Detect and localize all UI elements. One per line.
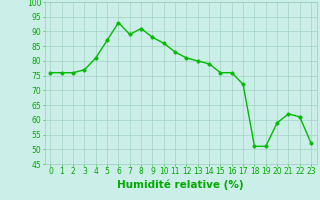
X-axis label: Humidité relative (%): Humidité relative (%) bbox=[117, 179, 244, 190]
